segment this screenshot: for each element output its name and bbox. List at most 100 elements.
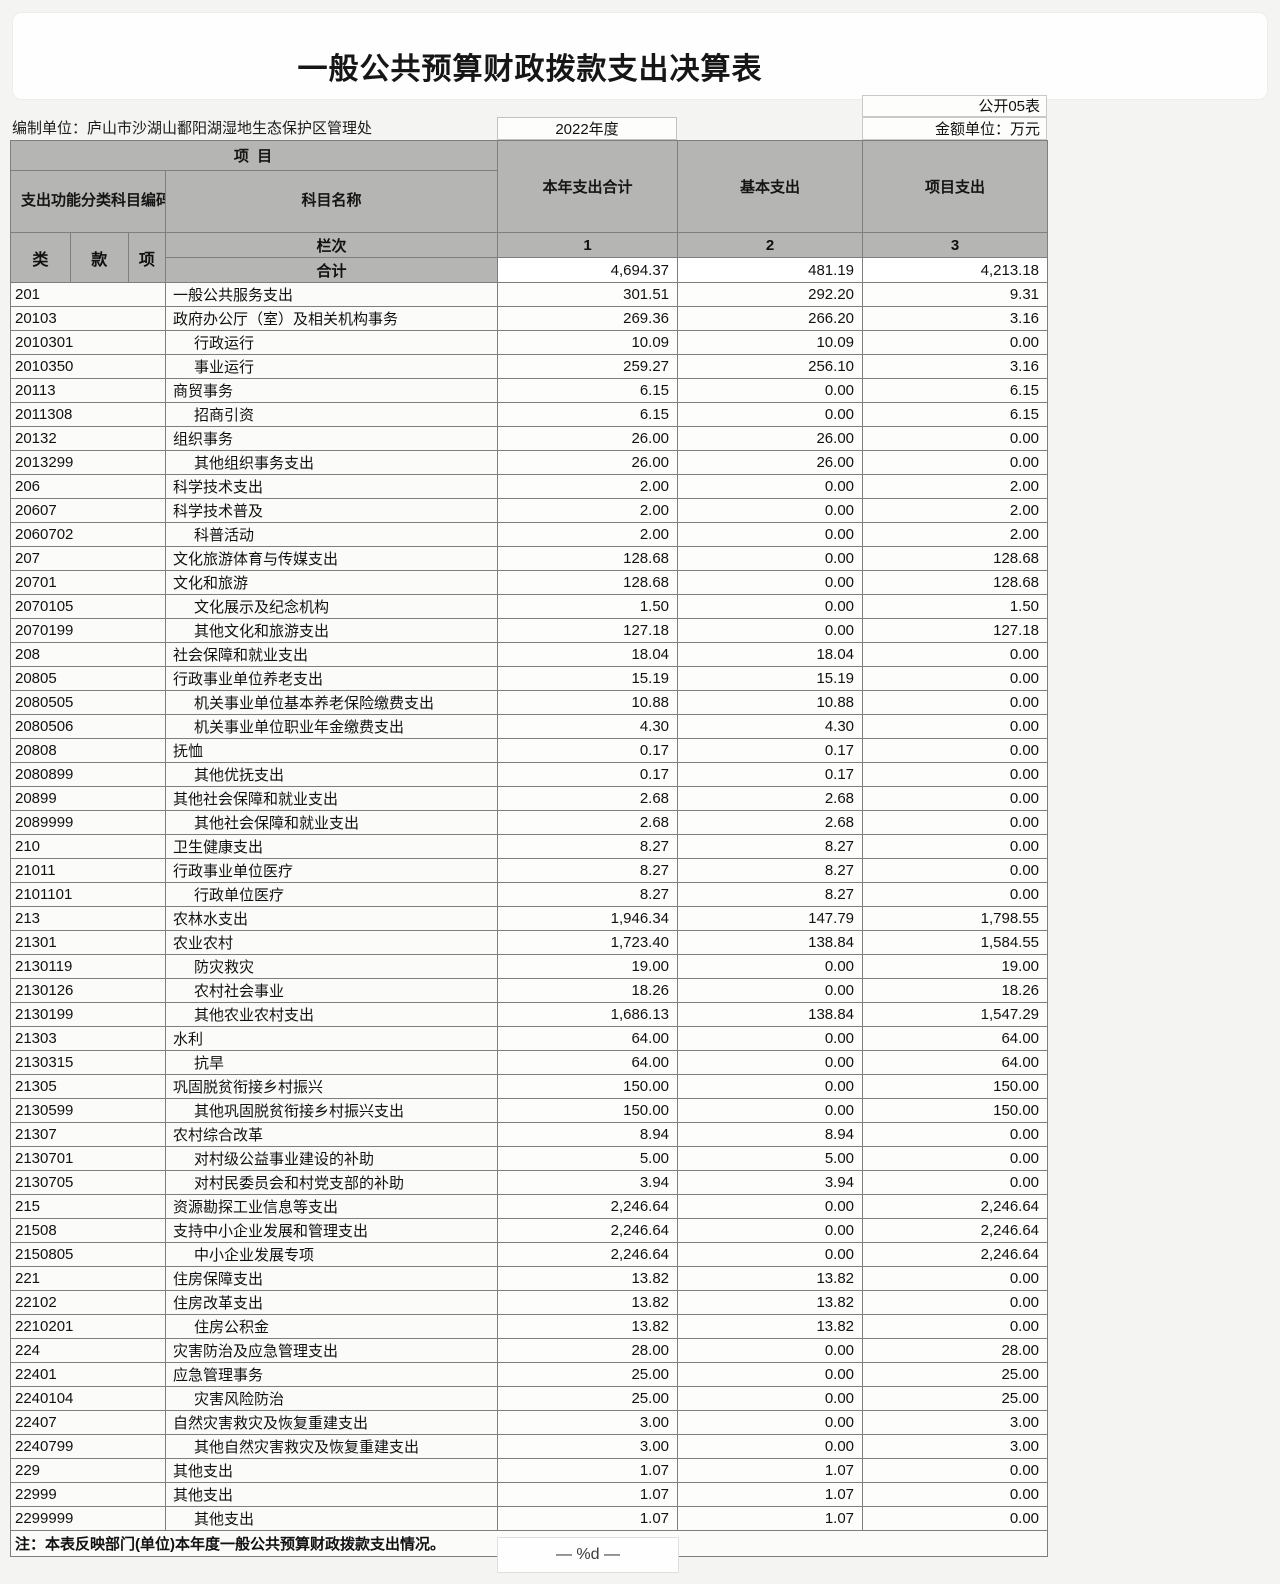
row-basic-exp: 0.00 [677, 1434, 864, 1459]
row-project-exp: 128.68 [862, 570, 1049, 595]
row-basic-exp: 8.94 [677, 1122, 864, 1147]
sub-header-item: 项 [138, 251, 155, 269]
row-current-total: 1.07 [497, 1458, 679, 1483]
table-row: 21305 巩固脱贫衔接乡村振兴 150.00 0.00 150.00 [10, 1074, 1049, 1099]
lanci-label: 栏次 [164, 232, 499, 258]
row-code: 22401 [10, 1362, 166, 1387]
row-current-total: 301.51 [497, 282, 679, 307]
row-project-exp: 127.18 [862, 618, 1049, 643]
table-row: 20103 政府办公厅（室）及相关机构事务 269.36 266.20 3.16 [10, 306, 1049, 331]
row-subject-name: 其他巩固脱贫衔接乡村振兴支出 [164, 1098, 499, 1123]
row-code: 2080505 [10, 690, 166, 715]
row-project-exp: 150.00 [862, 1098, 1049, 1123]
table-row: 2080505 机关事业单位基本养老保险缴费支出 10.88 10.88 0.00 [10, 690, 1049, 715]
row-current-total: 4.30 [497, 714, 679, 739]
row-basic-exp: 256.10 [677, 354, 864, 379]
row-subject-name: 卫生健康支出 [164, 834, 499, 859]
expenditure-table: 项 目 本年支出合计 基本支出 项目支出 支出功能分类科目编码 科目名称 类 款… [9, 140, 1049, 1557]
table-row: 2240104 灾害风险防治 25.00 0.00 25.00 [10, 1386, 1049, 1411]
total-label: 合计 [164, 257, 499, 283]
row-subject-name: 商贸事务 [164, 378, 499, 403]
row-subject-name: 抗旱 [164, 1050, 499, 1075]
table-row: 2130199 其他农业农村支出 1,686.13 138.84 1,547.29 [10, 1002, 1049, 1027]
row-code: 2130701 [10, 1146, 166, 1171]
row-current-total: 10.09 [497, 330, 679, 355]
row-subject-name: 灾害防治及应急管理支出 [164, 1338, 499, 1363]
row-subject-name: 防灾救灾 [164, 954, 499, 979]
row-basic-exp: 0.00 [677, 1074, 864, 1099]
col-num-2: 2 [677, 232, 864, 258]
row-project-exp: 0.00 [862, 1146, 1049, 1171]
row-basic-exp: 138.84 [677, 930, 864, 955]
row-code: 22407 [10, 1410, 166, 1435]
row-basic-exp: 0.00 [677, 522, 864, 547]
row-current-total: 8.27 [497, 834, 679, 859]
row-project-exp: 2.00 [862, 474, 1049, 499]
row-project-exp: 0.00 [862, 1314, 1049, 1339]
row-subject-name: 机关事业单位基本养老保险缴费支出 [164, 690, 499, 715]
table-row: 2070199 其他文化和旅游支出 127.18 0.00 127.18 [10, 618, 1049, 643]
table-row: 2080899 其他优抚支出 0.17 0.17 0.00 [10, 762, 1049, 787]
row-project-exp: 2.00 [862, 498, 1049, 523]
row-current-total: 150.00 [497, 1074, 679, 1099]
row-code: 20607 [10, 498, 166, 523]
row-current-total: 26.00 [497, 450, 679, 475]
row-basic-exp: 13.82 [677, 1266, 864, 1291]
row-basic-exp: 26.00 [677, 426, 864, 451]
row-code: 2130119 [10, 954, 166, 979]
row-code: 207 [10, 546, 166, 571]
row-project-exp: 18.26 [862, 978, 1049, 1003]
row-basic-exp: 292.20 [677, 282, 864, 307]
row-current-total: 2.00 [497, 474, 679, 499]
row-code: 2130599 [10, 1098, 166, 1123]
row-basic-exp: 147.79 [677, 906, 864, 931]
table-row: 21301 农业农村 1,723.40 138.84 1,584.55 [10, 930, 1049, 955]
table-row: 20899 其他社会保障和就业支出 2.68 2.68 0.00 [10, 786, 1049, 811]
row-code: 21508 [10, 1218, 166, 1243]
row-basic-exp: 1.07 [677, 1458, 864, 1483]
table-row: 20113 商贸事务 6.15 0.00 6.15 [10, 378, 1049, 403]
table-row: 2013299 其他组织事务支出 26.00 26.00 0.00 [10, 450, 1049, 475]
table-row: 22407 自然灾害救灾及恢复重建支出 3.00 0.00 3.00 [10, 1410, 1049, 1435]
row-code: 2150805 [10, 1242, 166, 1267]
row-subject-name: 农村综合改革 [164, 1122, 499, 1147]
row-project-exp: 0.00 [862, 1506, 1049, 1531]
row-subject-name: 巩固脱贫衔接乡村振兴 [164, 1074, 499, 1099]
row-project-exp: 0.00 [862, 426, 1049, 451]
row-current-total: 8.94 [497, 1122, 679, 1147]
row-subject-name: 文化旅游体育与传媒支出 [164, 546, 499, 571]
row-current-total: 3.00 [497, 1410, 679, 1435]
row-subject-name: 一般公共服务支出 [164, 282, 499, 307]
row-code: 20899 [10, 786, 166, 811]
header-row-project: 项 目 本年支出合计 基本支出 项目支出 [9, 140, 1049, 233]
row-code: 21011 [10, 858, 166, 883]
row-code: 213 [10, 906, 166, 931]
row-subject-name: 文化和旅游 [164, 570, 499, 595]
table-row: 210 卫生健康支出 8.27 8.27 0.00 [10, 834, 1049, 859]
row-code: 2130705 [10, 1170, 166, 1195]
row-basic-exp: 0.00 [677, 1386, 864, 1411]
row-project-exp: 1,798.55 [862, 906, 1049, 931]
row-basic-exp: 0.00 [677, 978, 864, 1003]
row-current-total: 5.00 [497, 1146, 679, 1171]
row-current-total: 1,946.34 [497, 906, 679, 931]
row-basic-exp: 0.00 [677, 1410, 864, 1435]
row-basic-exp: 8.27 [677, 882, 864, 907]
row-code: 2070105 [10, 594, 166, 619]
row-code: 2013299 [10, 450, 166, 475]
row-current-total: 2.68 [497, 786, 679, 811]
row-basic-exp: 0.00 [677, 498, 864, 523]
table-row: 21011 行政事业单位医疗 8.27 8.27 0.00 [10, 858, 1049, 883]
row-code: 2240104 [10, 1386, 166, 1411]
row-basic-exp: 0.00 [677, 1050, 864, 1075]
table-row: 21303 水利 64.00 0.00 64.00 [10, 1026, 1049, 1051]
table-row: 22102 住房改革支出 13.82 13.82 0.00 [10, 1290, 1049, 1315]
table-header: 项 目 本年支出合计 基本支出 项目支出 支出功能分类科目编码 科目名称 类 款… [9, 140, 1049, 283]
row-project-exp: 0.00 [862, 642, 1049, 667]
table-row: 21307 农村综合改革 8.94 8.94 0.00 [10, 1122, 1049, 1147]
row-basic-exp: 138.84 [677, 1002, 864, 1027]
row-subject-name: 科学技术普及 [164, 498, 499, 523]
row-project-exp: 3.00 [862, 1434, 1049, 1459]
row-project-exp: 19.00 [862, 954, 1049, 979]
row-code: 2130315 [10, 1050, 166, 1075]
